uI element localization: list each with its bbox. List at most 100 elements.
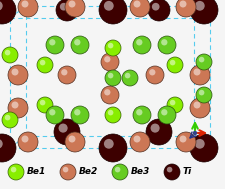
Circle shape [167,57,183,73]
Circle shape [105,107,121,123]
Circle shape [40,100,45,105]
Circle shape [146,66,164,84]
Text: Be3: Be3 [131,167,150,177]
Circle shape [133,106,151,124]
Circle shape [37,57,53,73]
Circle shape [104,1,114,11]
Circle shape [196,87,212,103]
Circle shape [195,1,205,11]
Circle shape [104,56,110,62]
Circle shape [190,98,210,118]
Circle shape [136,109,142,115]
Circle shape [71,36,89,54]
Circle shape [61,69,68,75]
Circle shape [22,136,29,143]
Circle shape [130,132,150,152]
Circle shape [40,60,45,65]
Circle shape [99,0,127,24]
Circle shape [46,106,64,124]
Circle shape [18,0,38,17]
Circle shape [167,97,183,113]
Circle shape [105,40,121,56]
Circle shape [0,139,3,149]
Circle shape [104,139,114,149]
Circle shape [68,1,76,8]
Circle shape [63,167,68,172]
Circle shape [49,39,55,45]
Circle shape [196,54,212,70]
Circle shape [56,0,78,21]
Circle shape [71,106,89,124]
Circle shape [148,0,170,21]
Circle shape [195,139,205,149]
Circle shape [8,164,24,180]
Circle shape [58,124,68,133]
Circle shape [2,47,18,63]
Circle shape [133,1,140,8]
Circle shape [115,167,120,172]
Circle shape [65,132,85,152]
Circle shape [122,70,138,86]
Circle shape [136,39,142,45]
Circle shape [101,86,119,104]
Text: Ti: Ti [183,167,192,177]
Circle shape [74,39,81,45]
Circle shape [190,134,218,162]
Circle shape [11,101,18,108]
Circle shape [176,132,196,152]
Circle shape [60,3,68,11]
Circle shape [152,3,160,11]
Circle shape [11,68,18,75]
Circle shape [151,124,160,133]
Circle shape [2,112,18,128]
Circle shape [37,97,53,113]
Circle shape [199,57,204,62]
Circle shape [60,164,76,180]
Text: Be1: Be1 [27,167,46,177]
Circle shape [49,109,55,115]
Circle shape [133,136,140,143]
Circle shape [158,106,176,124]
Circle shape [8,65,28,85]
Circle shape [54,119,80,145]
Circle shape [130,0,150,17]
Circle shape [199,90,204,95]
Circle shape [125,73,130,78]
Circle shape [112,164,128,180]
Circle shape [99,134,127,162]
Circle shape [190,0,218,24]
Circle shape [194,132,196,135]
Circle shape [161,109,167,115]
Circle shape [105,70,121,86]
Circle shape [46,36,64,54]
Circle shape [101,53,119,71]
Circle shape [164,164,180,180]
Circle shape [5,50,10,55]
Circle shape [108,73,113,78]
Circle shape [194,68,200,75]
Circle shape [0,134,16,162]
Circle shape [104,89,110,95]
Circle shape [149,69,155,75]
Circle shape [22,1,29,8]
Circle shape [68,136,76,143]
Circle shape [108,110,113,115]
Circle shape [180,136,187,143]
Circle shape [11,167,16,172]
Circle shape [180,1,187,8]
Circle shape [18,132,38,152]
Circle shape [158,36,176,54]
Circle shape [170,60,176,65]
Circle shape [176,0,196,17]
Text: Be2: Be2 [79,167,98,177]
Circle shape [58,66,76,84]
Circle shape [161,39,167,45]
Circle shape [74,109,81,115]
Circle shape [0,1,3,11]
Circle shape [8,98,28,118]
Circle shape [194,101,200,108]
Circle shape [167,167,172,172]
Circle shape [190,65,210,85]
Circle shape [108,43,113,48]
Circle shape [146,119,172,145]
